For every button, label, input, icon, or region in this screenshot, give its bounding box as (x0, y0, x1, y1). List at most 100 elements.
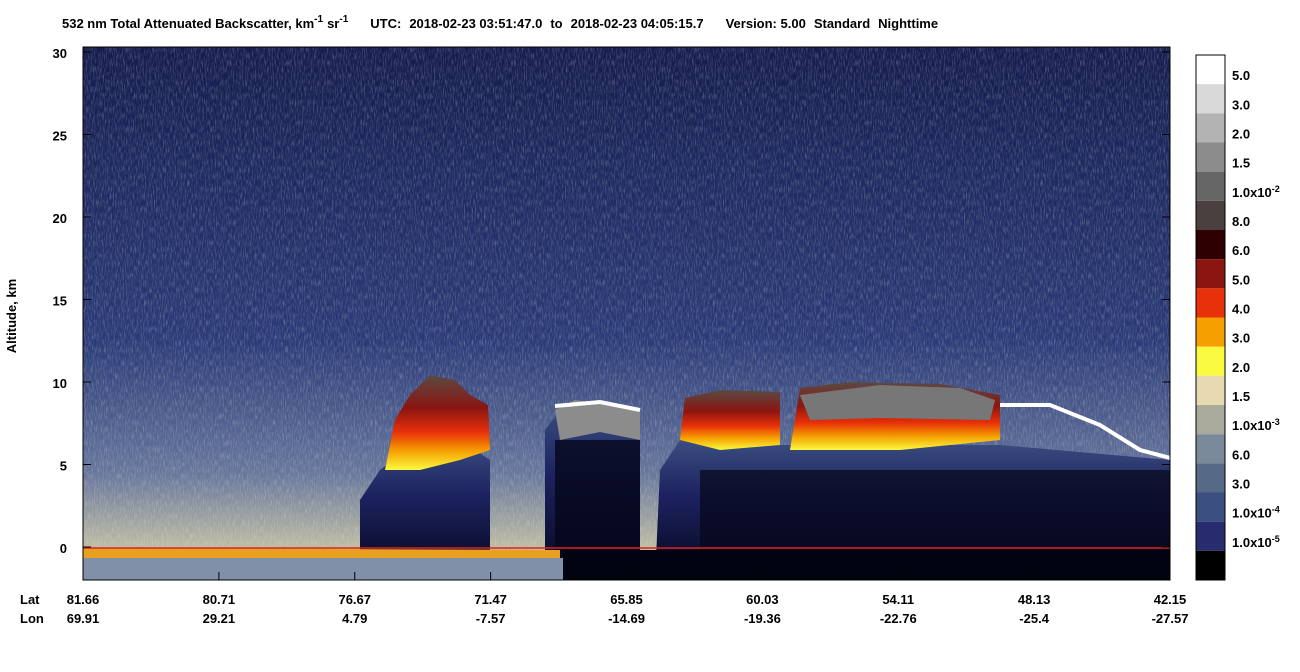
colorbar-swatch (1196, 375, 1225, 405)
title-part: -1 (339, 14, 348, 25)
title-part: -1 (314, 14, 323, 25)
colorbar-swatch (1196, 171, 1225, 201)
colorbar-label-exp: -3 (1272, 417, 1280, 427)
colorbar-label: 1.5 (1232, 389, 1250, 404)
colorbar-label-text: 8.0 (1232, 214, 1250, 229)
lon-value: -14.69 (608, 611, 645, 626)
colorbar-swatch (1196, 259, 1225, 289)
colorbar-swatch (1196, 200, 1225, 230)
colorbar-label-text: 1.0x10 (1232, 506, 1272, 521)
lat-value: 48.13 (1018, 592, 1051, 607)
lat-value: 54.11 (882, 592, 914, 607)
title-part: sr (327, 16, 339, 31)
y-tick-label: 10 (53, 376, 67, 391)
title-part: 2018-02-23 03:51:47.0 (409, 16, 542, 31)
colorbar-label-text: 4.0 (1232, 302, 1250, 317)
title-text: 532 nm Total Attenuated Backscatter, km-… (62, 14, 938, 31)
lon-value: 29.21 (203, 611, 236, 626)
colorbar-label-text: 3.0 (1232, 331, 1250, 346)
backscatter-image (83, 47, 1170, 580)
lon-label: Lon (20, 611, 44, 626)
colorbar-swatch (1196, 113, 1225, 143)
colorbar-swatch (1196, 346, 1225, 376)
lat-value: 81.66 (67, 592, 100, 607)
lat-value: 71.47 (474, 592, 507, 607)
colorbar-label-exp: -5 (1272, 534, 1280, 544)
title-part: 2018-02-23 04:05:15.7 (571, 16, 704, 31)
colorbar-swatch (1196, 142, 1225, 172)
colorbar-swatch (1196, 317, 1225, 347)
colorbar-label-text: 1.0x10 (1232, 185, 1272, 200)
lat-value: 76.67 (338, 592, 371, 607)
colorbar-label-text: 2.0 (1232, 360, 1250, 375)
y-tick-label: 5 (60, 459, 67, 474)
colorbar-label-text: 1.5 (1232, 156, 1250, 171)
colorbar-label: 6.0 (1232, 447, 1250, 462)
lat-value: 60.03 (746, 592, 779, 607)
colorbar-swatch (1196, 288, 1225, 318)
colorbar-swatch (1196, 230, 1225, 260)
y-tick-label: 15 (53, 294, 67, 309)
colorbar-label: 2.0 (1232, 360, 1250, 375)
colorbar-label-text: 1.5 (1232, 389, 1250, 404)
y-tick-label: 0 (60, 541, 67, 556)
title-part: Standard (814, 16, 870, 31)
colorbar-label: 2.0 (1232, 127, 1250, 142)
title-part: Version: 5.00 (726, 16, 806, 31)
colorbar-label-text: 6.0 (1232, 243, 1250, 258)
colorbar-label: 8.0 (1232, 214, 1250, 229)
colorbar-label-exp: -4 (1272, 505, 1280, 515)
title-part: to (550, 16, 562, 31)
y-tick-label: 25 (53, 129, 67, 144)
colorbar-label-text: 5.0 (1232, 68, 1250, 83)
colorbar-swatch (1196, 521, 1225, 551)
colorbar-label-text: 5.0 (1232, 272, 1250, 287)
title: 532 nm Total Attenuated Backscatter, km-… (62, 14, 938, 31)
lon-value: -19.36 (744, 611, 781, 626)
colorbar-swatch (1196, 405, 1225, 435)
colorbar-label: 3.0 (1232, 97, 1250, 112)
colorbar-label-text: 6.0 (1232, 447, 1250, 462)
y-axis-label: Altitude, km (4, 279, 19, 353)
colorbar-swatch (1196, 55, 1225, 85)
colorbar-swatch (1196, 84, 1225, 114)
colorbar-label: 1.0x10-4 (1232, 505, 1280, 521)
colorbar-swatch (1196, 550, 1225, 580)
colorbar-label-text: 1.0x10 (1232, 418, 1272, 433)
colorbar-label: 1.0x10-5 (1232, 534, 1280, 550)
colorbar-label: 3.0 (1232, 331, 1250, 346)
lon-value: -22.76 (880, 611, 917, 626)
colorbar-label: 5.0 (1232, 68, 1250, 83)
colorbar-label: 4.0 (1232, 302, 1250, 317)
colorbar-label: 1.0x10-2 (1232, 184, 1280, 200)
colorbar-label: 5.0 (1232, 272, 1250, 287)
lon-value: -25.4 (1019, 611, 1049, 626)
colorbar-label: 6.0 (1232, 243, 1250, 258)
colorbar-label-text: 2.0 (1232, 127, 1250, 142)
lat-label: Lat (20, 592, 40, 607)
colorbar-label-text: 1.0x10 (1232, 535, 1272, 550)
colorbar-label: 3.0 (1232, 477, 1250, 492)
colorbar-label: 1.5 (1232, 156, 1250, 171)
colorbar-label-text: 3.0 (1232, 97, 1250, 112)
colorbar-swatch (1196, 463, 1225, 493)
colorbar-label-exp: -2 (1272, 184, 1280, 194)
colorbar-label: 1.0x10-3 (1232, 417, 1280, 433)
lat-value: 65.85 (610, 592, 643, 607)
colorbar-swatch (1196, 434, 1225, 464)
title-part: 532 nm Total Attenuated Backscatter, km (62, 16, 314, 31)
lat-value: 42.15 (1154, 592, 1187, 607)
y-tick-label: 30 (53, 46, 67, 61)
lat-value: 80.71 (203, 592, 236, 607)
title-part: Nighttime (878, 16, 938, 31)
lon-value: 69.91 (67, 611, 100, 626)
y-tick-label: 20 (53, 211, 67, 226)
lon-value: -27.57 (1152, 611, 1189, 626)
colorbar-label-text: 3.0 (1232, 477, 1250, 492)
colorbar-frame (1195, 54, 1226, 581)
title-part: UTC: (370, 16, 401, 31)
colorbar-swatch (1196, 492, 1225, 522)
lon-value: -7.57 (476, 611, 506, 626)
lon-value: 4.79 (342, 611, 367, 626)
